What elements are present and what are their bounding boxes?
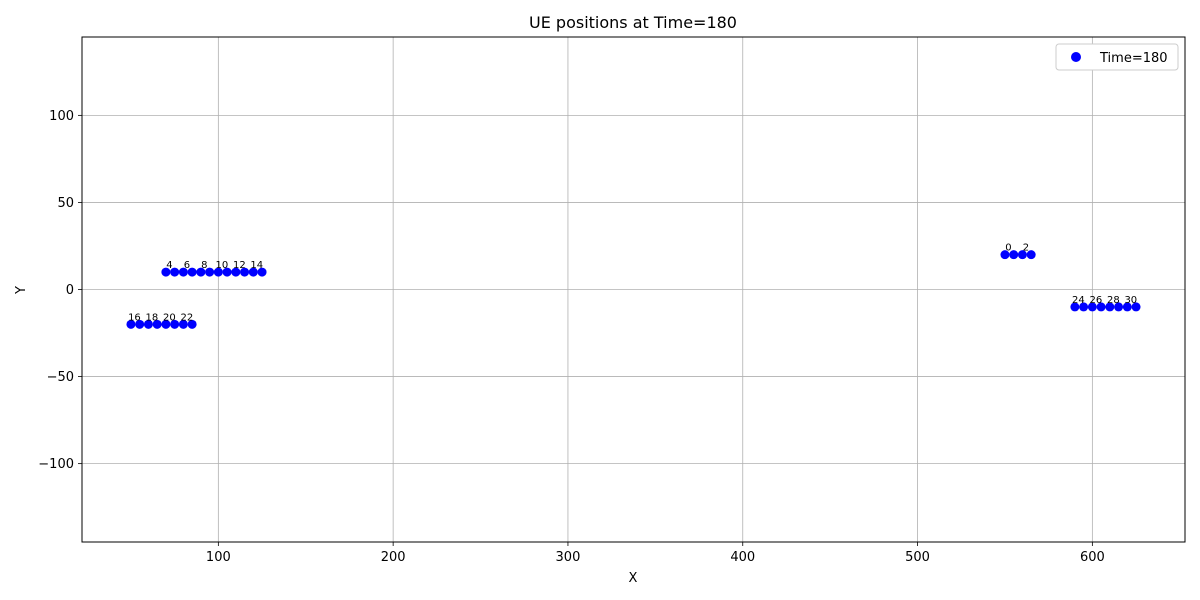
ue-point-27 xyxy=(1096,302,1106,312)
ue-point-label: 28 xyxy=(1107,295,1120,306)
plot-frame xyxy=(81,36,1186,543)
x-tick-label: 100 xyxy=(206,550,231,565)
ue-point-25 xyxy=(1079,302,1089,312)
ue-point-5 xyxy=(170,267,180,277)
ue-point-7 xyxy=(187,267,197,277)
ue-point-label: 22 xyxy=(181,312,194,323)
ue-point-18 xyxy=(143,319,153,329)
ue-point-label: 26 xyxy=(1089,295,1102,306)
ue-point-label: 20 xyxy=(163,312,176,323)
ue-point-21 xyxy=(170,319,180,329)
ue-point-15 xyxy=(257,267,267,277)
ue-point-label: 14 xyxy=(250,260,263,271)
ue-point-2 xyxy=(1017,250,1027,260)
y-tick-label: −50 xyxy=(47,370,74,385)
ue-point-30 xyxy=(1122,302,1132,312)
legend-label: Time=180 xyxy=(1099,51,1168,66)
ue-point-17 xyxy=(135,319,145,329)
x-tick-label: 500 xyxy=(905,550,930,565)
ue-point-label: 6 xyxy=(184,260,190,271)
y-axis-label: Y xyxy=(14,286,29,295)
y-tick-label: 100 xyxy=(49,109,74,124)
x-tick-label: 400 xyxy=(730,550,755,565)
ue-point-31 xyxy=(1131,302,1141,312)
ue-point-10 xyxy=(213,267,223,277)
ue-point-label: 8 xyxy=(201,260,207,271)
ue-point-3 xyxy=(1026,250,1036,260)
ue-point-23 xyxy=(187,319,197,329)
ue-point-6 xyxy=(178,267,188,277)
ue-point-1 xyxy=(1009,250,1019,260)
ue-point-22 xyxy=(178,319,188,329)
x-axis-label: X xyxy=(629,571,638,586)
data-points xyxy=(126,250,1141,329)
legend-box xyxy=(1055,43,1179,71)
grid-lines xyxy=(82,37,1185,542)
ue-point-14 xyxy=(248,267,258,277)
ue-point-0 xyxy=(1000,250,1010,260)
y-tick-label: 50 xyxy=(57,196,74,211)
x-tick-label: 600 xyxy=(1080,550,1105,565)
ue-point-label: 24 xyxy=(1072,295,1085,306)
ue-point-24 xyxy=(1070,302,1080,312)
ue-point-26 xyxy=(1087,302,1097,312)
ue-point-29 xyxy=(1114,302,1124,312)
ue-point-9 xyxy=(205,267,215,277)
ue-point-16 xyxy=(126,319,136,329)
chart-title: UE positions at Time=180 xyxy=(529,13,737,32)
ue-point-label: 2 xyxy=(1023,243,1029,254)
ue-point-11 xyxy=(222,267,232,277)
legend-marker xyxy=(1071,52,1081,62)
ue-point-20 xyxy=(161,319,171,329)
ue-point-4 xyxy=(161,267,171,277)
ue-point-8 xyxy=(196,267,206,277)
ue-point-label: 18 xyxy=(146,312,159,323)
x-tick-label: 300 xyxy=(556,550,581,565)
y-tick-label: 0 xyxy=(66,283,74,298)
x-tick-label: 200 xyxy=(381,550,406,565)
ue-point-label: 10 xyxy=(215,260,228,271)
ue-point-12 xyxy=(231,267,241,277)
ue-point-label: 4 xyxy=(166,260,172,271)
ue-point-label: 16 xyxy=(128,312,141,323)
ue-point-19 xyxy=(152,319,162,329)
ue-point-label: 0 xyxy=(1005,243,1011,254)
legend: Time=180 xyxy=(1055,43,1179,71)
ue-point-label: 12 xyxy=(233,260,246,271)
ue-point-13 xyxy=(240,267,250,277)
ue-point-label: 30 xyxy=(1124,295,1137,306)
ue-point-28 xyxy=(1105,302,1115,312)
y-tick-label: −100 xyxy=(38,457,74,472)
